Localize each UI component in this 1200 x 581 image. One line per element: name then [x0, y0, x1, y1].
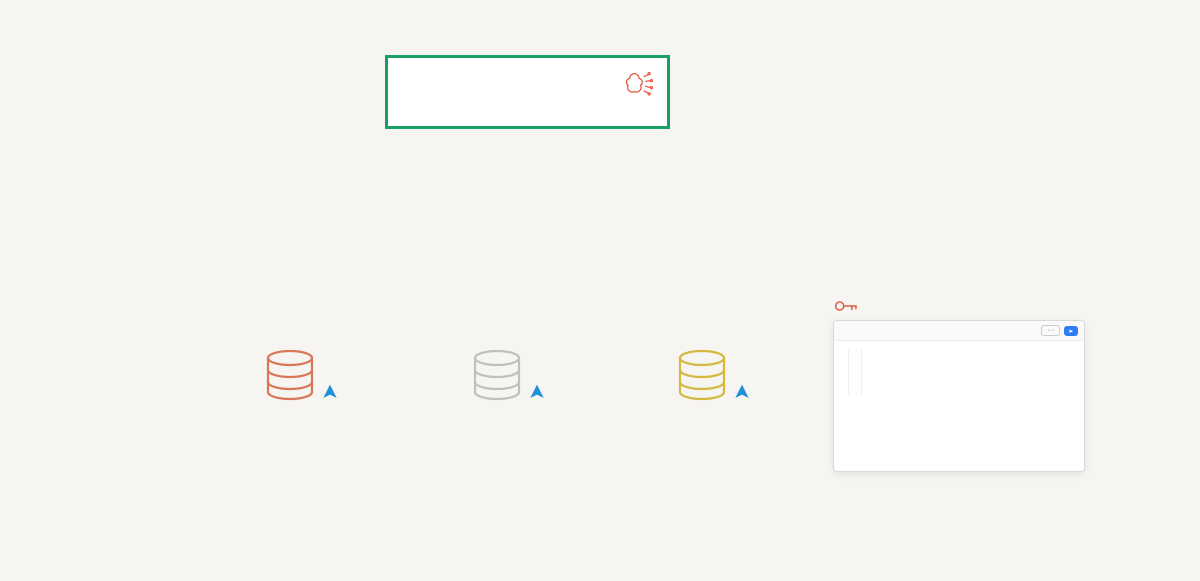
sail-icon — [732, 383, 752, 408]
metric-followups — [855, 349, 862, 395]
dashboard-button-secondary[interactable]: ··· — [1041, 325, 1060, 336]
dashboard-header: ··· ▸ — [834, 321, 1084, 341]
analytics-dashboard: ··· ▸ — [833, 320, 1085, 472]
access-icon — [834, 296, 860, 321]
dashboard-bar-chart — [868, 349, 1076, 395]
sail-icon — [320, 383, 340, 408]
business-ready-label — [633, 418, 773, 438]
dashboard-button-primary[interactable]: ▸ — [1064, 326, 1078, 336]
ai-function-codebox — [385, 55, 670, 129]
enriched-data-db — [472, 350, 522, 411]
brain-icon — [625, 70, 653, 103]
metric-reviews — [842, 349, 849, 395]
business-ready-db — [677, 350, 727, 411]
dashboard-table — [834, 403, 1084, 418]
sail-icon — [527, 383, 547, 408]
raw-data-db — [265, 350, 315, 411]
